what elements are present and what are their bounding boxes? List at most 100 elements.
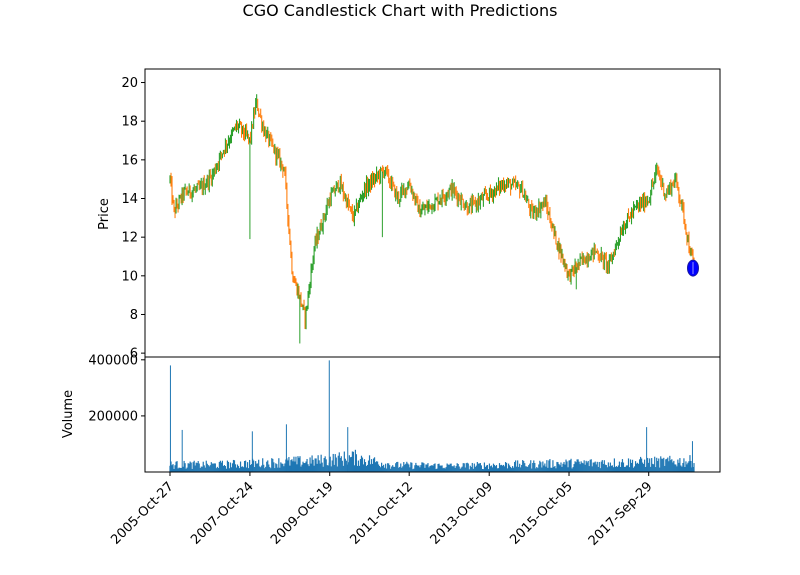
volume-bar-70 (239, 461, 242, 472)
volume-bar-5 (174, 465, 176, 472)
volume-bar-283 (454, 467, 456, 472)
volume-bar-494 (667, 457, 669, 472)
price-y-tick-label-7: 20 (121, 76, 138, 91)
volume-bar-388 (560, 462, 562, 472)
volume-spike-3 (285, 424, 287, 472)
volume-bar-253 (424, 467, 426, 472)
volume-bar-4 (173, 468, 175, 472)
volume-bar-87 (257, 463, 259, 472)
volume-spike-2 (251, 431, 253, 472)
volume-bar-81 (251, 464, 253, 472)
volume-bar-319 (490, 465, 493, 472)
x-tick-label-4: 2013-Oct-09 (428, 479, 496, 547)
volume-bar-96 (266, 461, 268, 472)
volume-bar-287 (458, 466, 460, 472)
volume-bar-220 (391, 466, 393, 472)
volume-bar-97 (267, 460, 269, 472)
volume-bar-456 (628, 467, 631, 472)
volume-bar-121 (291, 459, 293, 472)
volume-bar-156 (326, 465, 328, 472)
volume-bar-460 (632, 467, 635, 472)
volume-bar-58 (227, 461, 230, 472)
volume-bar-69 (238, 468, 241, 472)
volume-bar-89 (259, 466, 261, 472)
volume-bar-435 (607, 462, 609, 472)
volume-bar-493 (666, 458, 668, 472)
volume-bar-447 (619, 467, 622, 472)
volume-bar-466 (638, 459, 641, 472)
volume-bar-320 (491, 467, 494, 472)
volume-bar-444 (616, 466, 619, 472)
volume-bar-440 (612, 467, 614, 472)
volume-bar-130 (300, 466, 302, 472)
volume-bar-328 (499, 465, 502, 472)
volume-bar-304 (475, 465, 477, 472)
volume-bar-94 (264, 468, 266, 472)
x-tick-label-2: 2009-Oct-19 (268, 479, 336, 547)
volume-bar-359 (531, 468, 533, 472)
volume-bar-192 (362, 464, 365, 472)
volume-bar-356 (528, 465, 530, 472)
volume-bar-315 (486, 464, 489, 472)
volume-bar-65 (234, 464, 237, 472)
volume-bar-46 (215, 468, 217, 472)
volume-bar-143 (313, 465, 315, 472)
volume-bar-361 (533, 460, 535, 472)
volume-bar-510 (683, 458, 685, 472)
volume-bar-305 (476, 461, 478, 472)
volume-bar-397 (569, 460, 571, 472)
volume-bar-164 (334, 454, 336, 472)
volume-bar-384 (556, 461, 558, 472)
prediction-layer (687, 259, 699, 277)
volume-bar-482 (655, 467, 657, 472)
volume-bar-412 (584, 464, 586, 472)
volume-bar-193 (363, 459, 366, 472)
volume-bar-497 (670, 460, 672, 472)
volume-bar-299 (470, 466, 472, 472)
volume-bar-252 (423, 463, 425, 472)
volume-bar-364 (536, 467, 538, 472)
volume-bar-136 (306, 458, 308, 472)
volume-bar-231 (402, 466, 404, 472)
volume-bar-250 (421, 462, 423, 472)
volume-bar-469 (642, 462, 644, 472)
volume-bar-154 (324, 456, 326, 472)
volume-bar-411 (583, 460, 585, 472)
volume-bar-146 (316, 463, 318, 472)
volume-bars (169, 360, 695, 472)
volume-bar-262 (433, 464, 435, 472)
volume-bar-318 (489, 466, 492, 472)
volume-bar-175 (345, 460, 347, 472)
volume-bar-191 (361, 457, 364, 472)
volume-bar-212 (383, 464, 385, 472)
volume-bar-433 (605, 465, 607, 472)
volume-spike-7 (691, 441, 693, 472)
volume-bar-221 (392, 465, 394, 472)
x-axis-ticks: 2005-Oct-27 2007-Oct-24 2009-Oct-19 2011-Oc… (108, 472, 656, 549)
volume-bar-368 (540, 462, 542, 472)
volume-bar-332 (503, 466, 506, 472)
volume-bar-222 (393, 466, 395, 472)
volume-bar-147 (317, 455, 319, 472)
volume-bar-459 (631, 459, 634, 472)
volume-bar-92 (262, 458, 264, 472)
volume-bar-40 (209, 465, 211, 472)
volume-bar-108 (278, 458, 280, 472)
volume-bar-323 (494, 466, 497, 472)
volume-bar-200 (370, 459, 373, 472)
volume-bar-286 (457, 463, 459, 472)
volume-bar-35 (204, 467, 206, 472)
volume-bar-314 (485, 465, 488, 472)
volume-bar-339 (511, 468, 513, 472)
volume-bar-259 (430, 465, 432, 472)
volume-bar-409 (581, 462, 583, 472)
volume-bar-404 (576, 459, 578, 472)
volume-bar-258 (429, 465, 431, 472)
volume-bar-468 (641, 458, 643, 472)
volume-bar-62 (231, 463, 234, 472)
volume-bar-74 (243, 460, 246, 472)
volume-bar-183 (353, 465, 356, 472)
volume-bar-296 (467, 463, 469, 472)
volume-bar-6 (175, 461, 177, 472)
volume-bar-208 (379, 465, 381, 472)
